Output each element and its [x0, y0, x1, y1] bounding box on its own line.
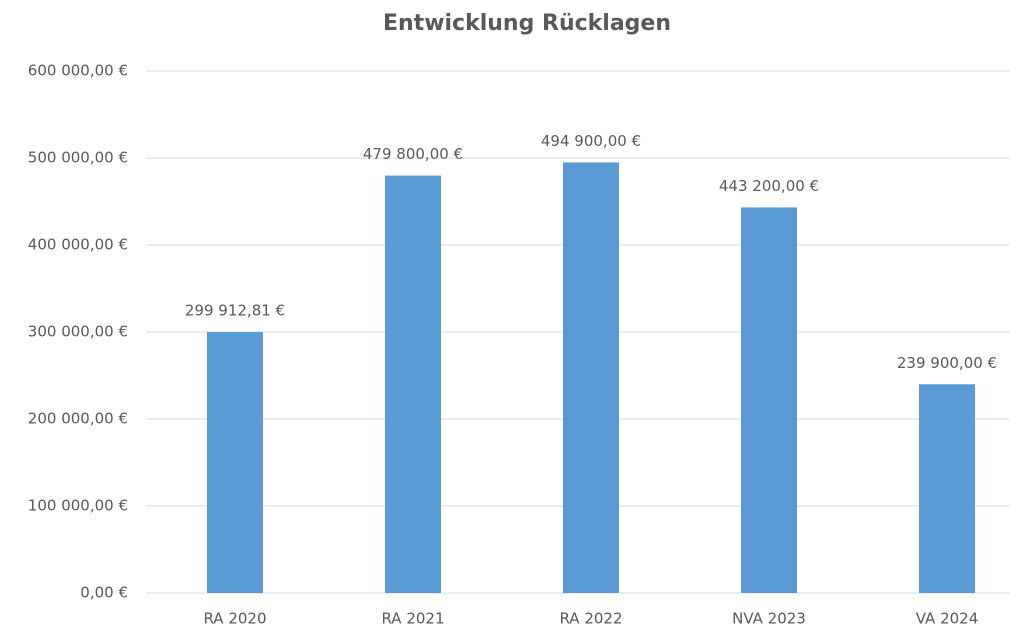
data-label: 443 200,00 € — [719, 177, 819, 195]
chart-title: Entwicklung Rücklagen — [383, 11, 671, 36]
x-tick-label: RA 2021 — [381, 610, 444, 628]
x-tick-label: RA 2022 — [559, 610, 622, 628]
data-label: 299 912,81 € — [185, 302, 285, 320]
y-tick-label: 600 000,00 € — [28, 62, 128, 80]
y-tick-label: 200 000,00 € — [28, 410, 128, 428]
data-label: 239 900,00 € — [897, 354, 997, 372]
bar — [919, 384, 975, 593]
bar — [563, 162, 619, 593]
y-tick-label: 300 000,00 € — [28, 323, 128, 341]
x-tick-label: NVA 2023 — [732, 610, 806, 628]
bar — [741, 207, 797, 593]
y-tick-label: 500 000,00 € — [28, 149, 128, 167]
bar — [207, 332, 263, 593]
bar — [385, 175, 441, 593]
y-tick-label: 100 000,00 € — [28, 497, 128, 515]
x-tick-label: RA 2020 — [203, 610, 266, 628]
y-tick-label: 0,00 € — [80, 584, 128, 602]
x-tick-label: VA 2024 — [916, 610, 979, 628]
data-label: 479 800,00 € — [363, 145, 463, 163]
y-tick-label: 400 000,00 € — [28, 236, 128, 254]
data-label: 494 900,00 € — [541, 132, 641, 150]
